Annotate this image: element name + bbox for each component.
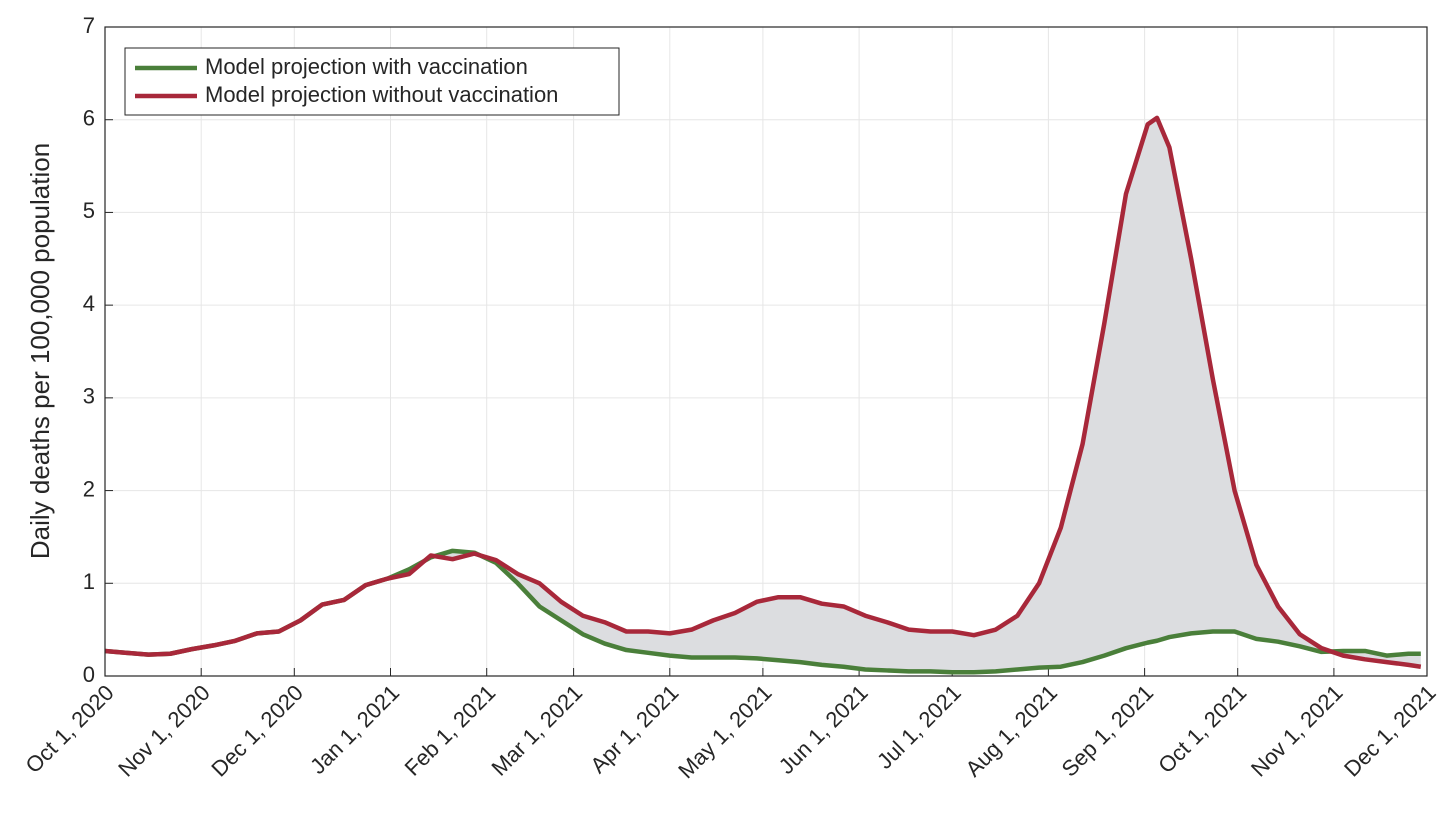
legend-box <box>124 47 620 116</box>
difference-shade <box>105 117 1421 673</box>
x-tick-label: Aug 1, 2021 <box>960 680 1062 782</box>
x-tick-label: Nov 1, 2020 <box>113 680 215 782</box>
x-tick-label: Feb 1, 2021 <box>400 680 501 781</box>
x-tick-label: May 1, 2021 <box>673 680 776 783</box>
x-tick-label: Sep 1, 2021 <box>1057 680 1159 782</box>
x-tick-label: Apr 1, 2021 <box>585 680 683 778</box>
x-tick-label: Oct 1, 2021 <box>1153 680 1251 778</box>
y-tick-label: 0 <box>83 662 95 687</box>
x-tick-label: Jan 1, 2021 <box>305 680 404 779</box>
x-tick-label: Nov 1, 2021 <box>1246 680 1348 782</box>
x-tick-label: Dec 1, 2021 <box>1339 680 1441 782</box>
x-tick-label: Mar 1, 2021 <box>487 680 588 781</box>
y-tick-label: 1 <box>83 569 95 594</box>
legend-label: Model projection without vaccination <box>205 82 558 107</box>
legend-label: Model projection with vaccination <box>205 54 528 79</box>
y-axis-label: Daily deaths per 100,000 population <box>25 143 55 559</box>
y-tick-label: 4 <box>83 291 95 316</box>
plot-frame <box>104 26 1428 677</box>
y-tick-label: 6 <box>83 106 95 131</box>
y-tick-label: 3 <box>83 384 95 409</box>
x-tick-label: Dec 1, 2020 <box>206 680 308 782</box>
y-tick-label: 5 <box>83 198 95 223</box>
x-tick-label: Jun 1, 2021 <box>774 680 873 779</box>
series-line <box>104 115 1422 669</box>
x-tick-label: Oct 1, 2020 <box>21 680 119 778</box>
x-tick-label: Jul 1, 2021 <box>872 680 966 774</box>
y-tick-label: 2 <box>83 476 95 501</box>
y-tick-label: 7 <box>83 13 95 38</box>
